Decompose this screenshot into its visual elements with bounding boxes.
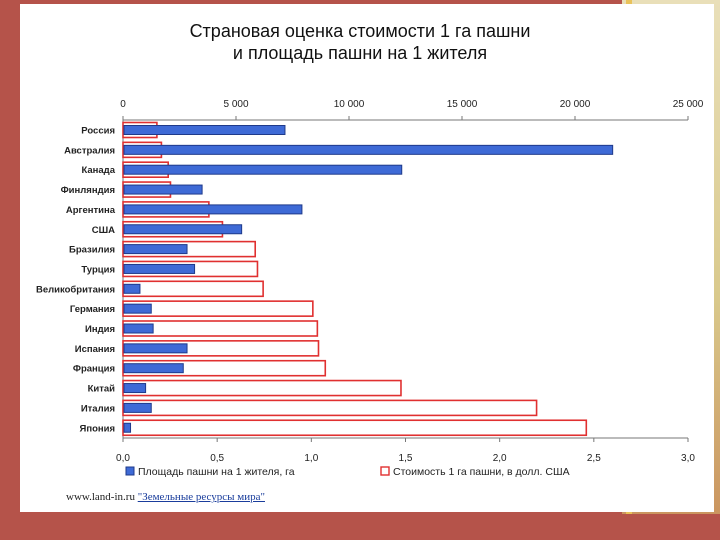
category-label: Великобритания <box>36 284 115 295</box>
bottom-axis-tick-label: 0,5 <box>210 453 224 464</box>
category-label: США <box>92 225 115 236</box>
category-label: Япония <box>80 423 116 434</box>
chart-title: Страновая оценка стоимости 1 га пашни и … <box>0 20 720 64</box>
top-axis-tick-label: 15 000 <box>447 99 478 110</box>
bottom-axis-tick-label: 1,0 <box>304 453 318 464</box>
area-bar <box>123 224 243 235</box>
legend-label-cost: Стоимость 1 га пашни, в долл. США <box>393 466 570 478</box>
area-bar <box>123 244 188 255</box>
chart-title-line-1: Страновая оценка стоимости 1 га пашни <box>189 21 531 41</box>
legend-swatch-area <box>125 466 135 476</box>
category-label: Индия <box>85 324 115 335</box>
top-axis-tick-label: 0 <box>120 99 126 110</box>
category-label: Бразилия <box>69 245 115 256</box>
cost-bar <box>122 379 402 397</box>
area-bar <box>123 383 147 394</box>
top-axis-tick-label: 20 000 <box>560 99 591 110</box>
cost-bar <box>122 300 314 317</box>
area-bar <box>123 343 188 354</box>
bottom-axis-tick-label: 2,5 <box>587 453 601 464</box>
category-label: Франция <box>73 364 115 375</box>
slide-left-border <box>0 0 20 540</box>
category-label: Аргентина <box>66 205 116 216</box>
category-label: Испания <box>75 344 115 355</box>
area-bar <box>123 263 196 274</box>
legend-swatch-cost <box>380 466 390 476</box>
category-label: Россия <box>81 126 115 137</box>
source-link[interactable]: "Земельные ресурсы мира" <box>137 491 265 503</box>
area-bar <box>123 303 152 314</box>
cost-bar <box>122 280 264 298</box>
category-label: Турция <box>81 264 115 275</box>
area-bar <box>123 204 303 215</box>
category-label: Финляндия <box>61 185 115 196</box>
category-label: Канада <box>81 165 115 176</box>
bottom-axis-tick-label: 0,0 <box>116 453 130 464</box>
area-bar <box>123 144 614 155</box>
cost-bar <box>122 419 588 437</box>
top-axis-tick-label: 25 000 <box>673 99 704 110</box>
slide-bottom-border <box>0 514 720 540</box>
area-bar <box>123 363 184 374</box>
cost-bar <box>122 399 538 417</box>
area-bar <box>123 283 141 294</box>
bottom-axis-tick-label: 2,0 <box>493 453 507 464</box>
chart-title-line-2: и площадь пашни на 1 жителя <box>232 43 488 63</box>
legend-label-area: Площадь пашни на 1 жителя, га <box>138 466 295 478</box>
bottom-axis-tick-label: 1,5 <box>399 453 413 464</box>
source-citation: www.land-in.ru "Земельные ресурсы мира" <box>66 491 265 503</box>
area-bar <box>123 164 403 175</box>
cost-bar <box>122 320 319 337</box>
top-axis-tick-label: 5 000 <box>223 99 248 110</box>
bottom-axis-tick-label: 3,0 <box>681 453 695 464</box>
top-axis-tick-label: 10 000 <box>334 99 365 110</box>
category-label: Германия <box>70 304 115 315</box>
category-label: Китай <box>88 384 116 395</box>
area-bar <box>123 323 154 334</box>
area-bar <box>123 125 286 135</box>
area-bar <box>123 402 152 413</box>
area-bar <box>123 184 203 195</box>
area-bar <box>123 422 132 433</box>
category-label: Италия <box>81 403 115 414</box>
category-label: Австралия <box>64 145 115 156</box>
source-site: www.land-in.ru <box>66 491 135 503</box>
